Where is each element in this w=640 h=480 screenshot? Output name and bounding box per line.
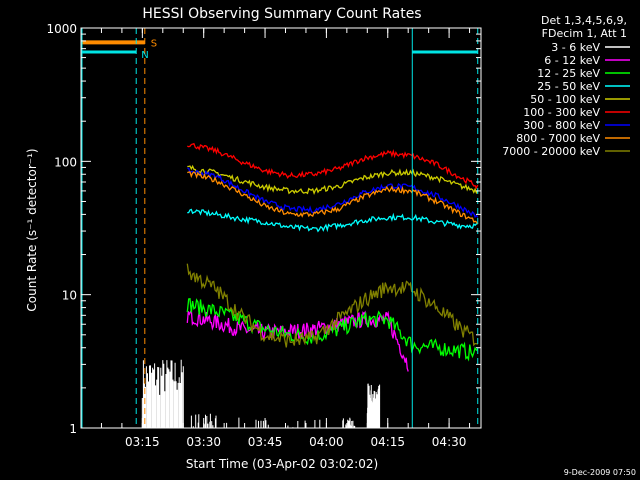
plot-frame [80,27,482,429]
legend-entry-label: 300 - 800 keV [523,119,600,132]
series-line-4 [187,164,479,196]
y-tick-label: 1000 [46,22,77,36]
legend-entry-label: 25 - 50 keV [537,80,600,93]
x-tick-label: 03:30 [186,435,221,449]
chart-title: HESSI Observing Summary Count Rates [142,6,421,22]
y-tick-label: 100 [54,155,77,169]
legend-entry-label: 3 - 6 keV [551,41,600,54]
series-line-7 [187,171,479,225]
legend-entry-label: 100 - 300 keV [523,106,600,119]
y-tick-label: 1 [69,422,77,436]
series-line-2 [186,298,479,362]
axes: 1 10 100 1000 03:15 03:30 03:45 04:00 04:15 04:30 [46,22,482,449]
series-line-6 [187,167,479,219]
y-tick-label: 10 [62,289,77,303]
legend-header: Det 1,3,4,5,6,9, [541,14,627,27]
x-axis-label: Start Time (03-Apr-02 03:02:02) [186,457,378,471]
footer-date: 9-Dec-2009 07:50 [564,468,636,477]
legend-header: FDecim 1, Att 1 [542,27,627,40]
x-tick-label: 03:45 [248,435,283,449]
series-line-3 [187,208,478,233]
legend: Det 1,3,4,5,6,9,FDecim 1, Att 13 - 6 keV… [502,14,630,158]
legend-entry-label: 12 - 25 keV [537,67,600,80]
saa-label: S [151,38,157,49]
night-label: N [141,50,148,61]
x-tick-label: 04:15 [370,435,405,449]
legend-entry-label: 50 - 100 keV [530,93,600,106]
series-line-5 [187,142,479,190]
series-line-8 [186,263,479,348]
x-tick-label: 04:30 [432,435,467,449]
x-tick-label: 03:15 [125,435,160,449]
y-axis-label: Count Rate (s⁻¹ detector⁻¹) [25,148,39,311]
legend-entry-label: 7000 - 20000 keV [502,145,600,158]
x-tick-label: 04:00 [309,435,344,449]
legend-entry-label: 800 - 7000 keV [516,132,600,145]
series-line-1 [186,309,409,372]
legend-entry-label: 6 - 12 keV [544,54,600,67]
